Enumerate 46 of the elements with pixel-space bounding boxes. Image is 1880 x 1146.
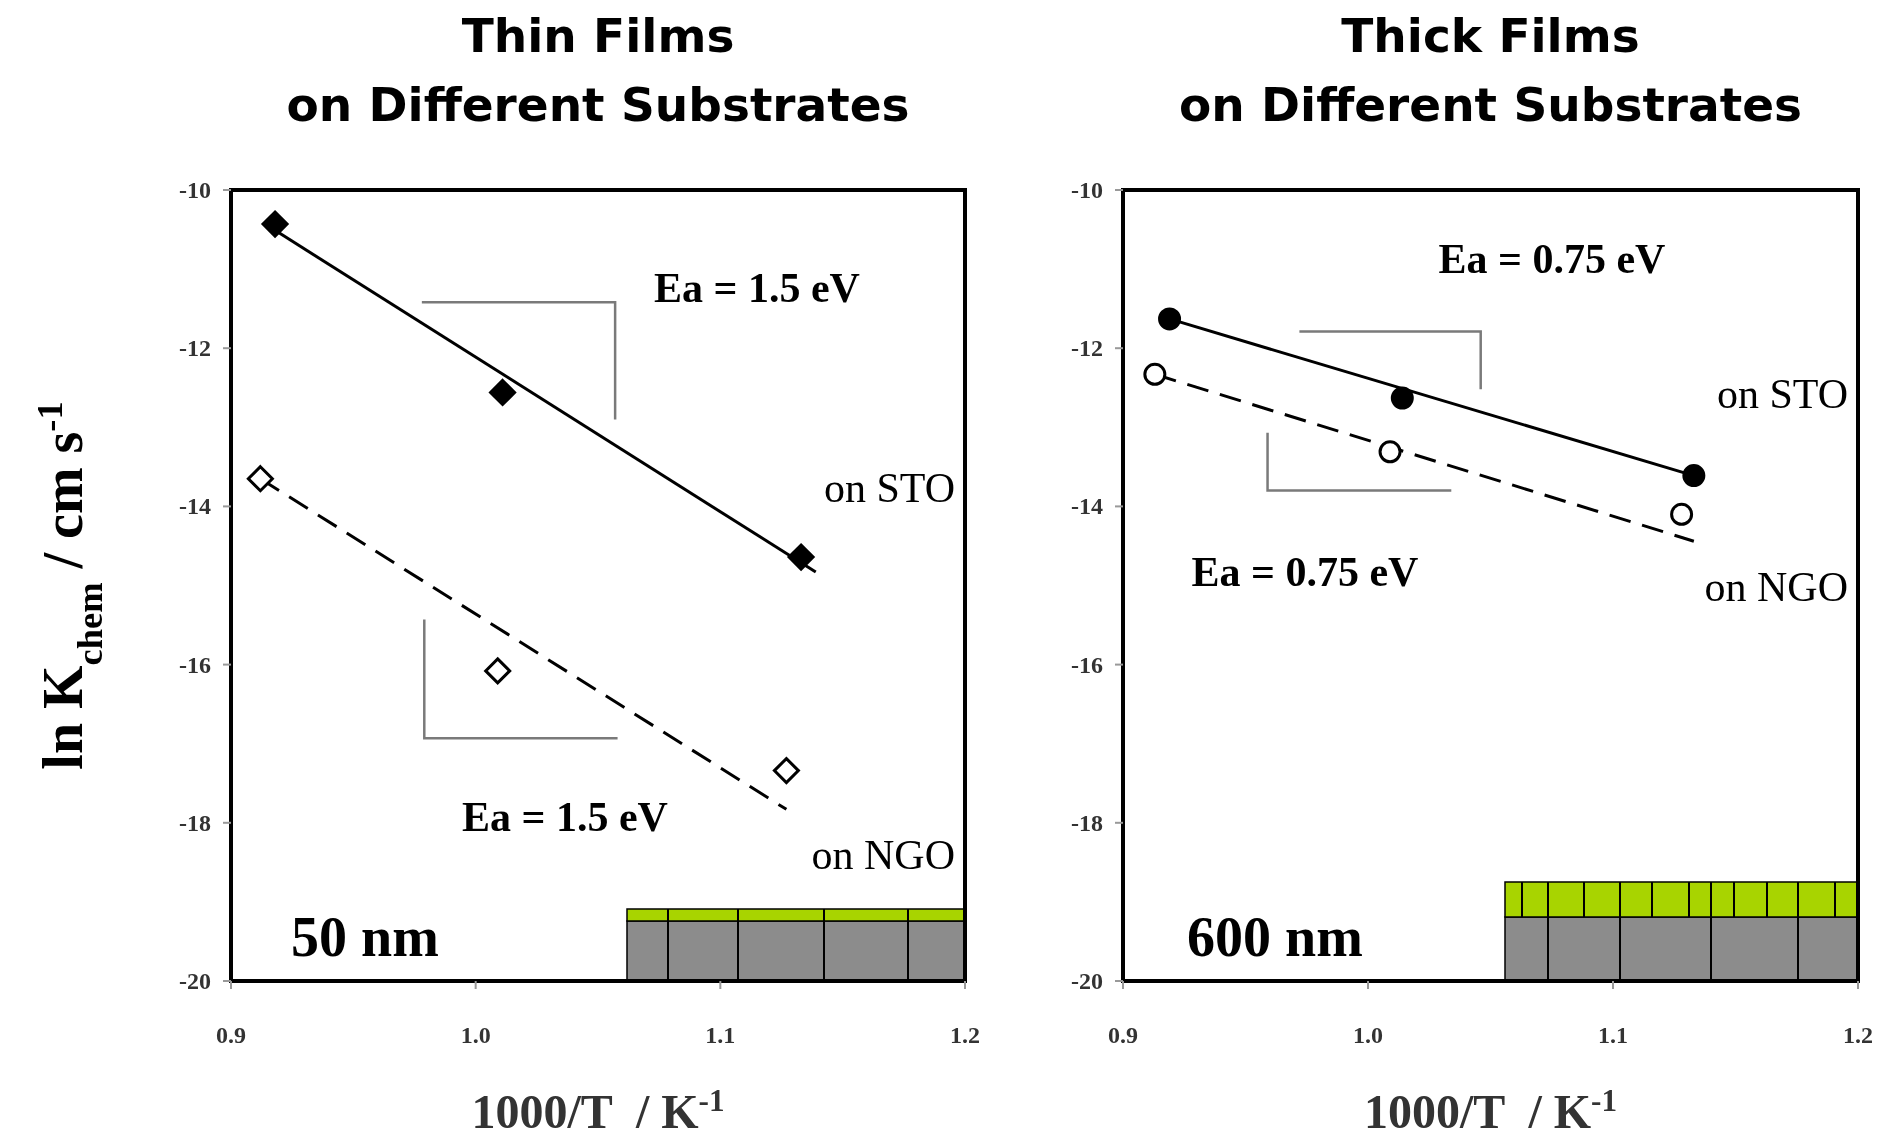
y-tick-label: -18 bbox=[1071, 809, 1103, 836]
point bbox=[1670, 502, 1694, 526]
point bbox=[246, 465, 274, 493]
annotation: Ea = 1.5 eV bbox=[654, 265, 860, 311]
point bbox=[787, 543, 815, 571]
y-tick-label: -10 bbox=[179, 177, 211, 203]
chart-title: Thin Films on Different Substrates bbox=[286, 8, 910, 132]
y-tick-label: -14 bbox=[1071, 493, 1103, 520]
x-tick-label: 1.2 bbox=[1843, 1022, 1873, 1048]
series-label: on NGO bbox=[811, 832, 955, 879]
x-axis-title: 1000/T / K$^{-1}$ bbox=[1363, 1082, 1618, 1138]
point bbox=[1682, 464, 1706, 488]
series-label: on STO bbox=[1716, 370, 1848, 417]
y-tick-label: -14 bbox=[179, 493, 211, 520]
point bbox=[484, 657, 512, 685]
point bbox=[1390, 386, 1414, 410]
x-tick-label: 1.0 bbox=[460, 1022, 491, 1048]
series-label: on STO bbox=[823, 465, 955, 512]
y-tick-label: -12 bbox=[179, 335, 211, 362]
point bbox=[489, 379, 517, 406]
y-tick-label: -12 bbox=[1071, 335, 1103, 362]
y-tick-label: -20 bbox=[1071, 968, 1103, 994]
point bbox=[1158, 307, 1182, 331]
x-tick-label: 1.0 bbox=[1353, 1022, 1383, 1048]
x-tick-label: 1.1 bbox=[1598, 1022, 1628, 1048]
point bbox=[1378, 440, 1402, 464]
y-tick-label: -16 bbox=[1071, 651, 1103, 678]
series-label: on NGO bbox=[1704, 564, 1848, 611]
x-tick-label: 0.9 bbox=[1108, 1022, 1138, 1048]
y-tick-label: -20 bbox=[179, 968, 211, 994]
point bbox=[1143, 362, 1167, 386]
chart-title: Thick Films on Different Substrates bbox=[1178, 8, 1803, 132]
annotation: 50 nm bbox=[291, 906, 439, 968]
x-tick-label: 1.2 bbox=[950, 1022, 980, 1048]
x-tick-label: 1.1 bbox=[705, 1022, 736, 1048]
y-tick-label: -16 bbox=[179, 651, 211, 678]
annotation: Ea = 1.5 eV bbox=[462, 794, 668, 840]
x-axis-title: 1000/T / K$^{-1}$ bbox=[471, 1082, 725, 1138]
annotation: 600 nm bbox=[1187, 906, 1363, 968]
x-tick-label: 0.9 bbox=[216, 1022, 246, 1048]
y-tick-label: -10 bbox=[1071, 177, 1103, 203]
point bbox=[772, 757, 800, 785]
annotation: Ea = 0.75 eV bbox=[1438, 236, 1666, 282]
point bbox=[261, 210, 289, 238]
annotation: Ea = 0.75 eV bbox=[1191, 549, 1419, 595]
y-tick-label: -18 bbox=[179, 809, 211, 836]
